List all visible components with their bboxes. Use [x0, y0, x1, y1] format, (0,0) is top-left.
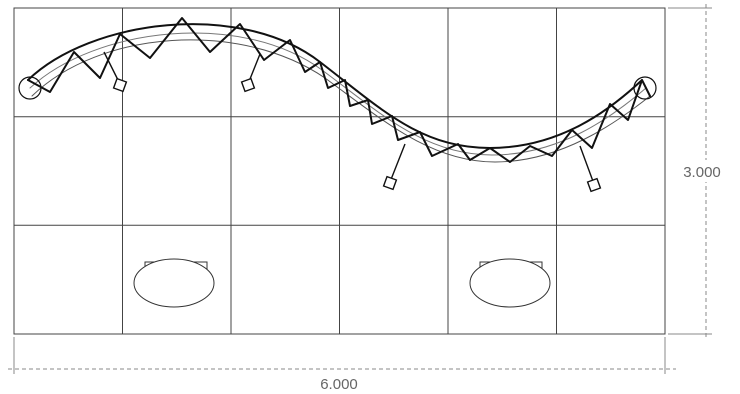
support-legs: [103, 51, 602, 193]
support-foot-2: [240, 77, 256, 93]
support-foot-4: [586, 177, 602, 193]
support-leg-3: [389, 143, 406, 183]
truss-rail-outer: [27, 23, 643, 149]
truss-structure: [18, 17, 657, 163]
truss-end-cap-right: [633, 76, 657, 100]
support-foot-1: [112, 77, 128, 93]
height-label-backdrop: [674, 160, 732, 182]
floor-grid: [13, 7, 666, 335]
truss-rail-mid: [29, 32, 647, 156]
table-right: [469, 258, 551, 308]
table-left-oval: [133, 258, 215, 308]
width-dimension-label: 6.000: [320, 376, 358, 393]
height-dimension-label: 3.000: [683, 164, 721, 181]
truss-lattice: [27, 17, 651, 163]
support-foot-3: [382, 175, 398, 191]
support-leg-4: [579, 145, 595, 185]
truss-rail-inner: [31, 39, 651, 163]
truss-end-cap-left: [18, 76, 42, 100]
table-left: [133, 258, 215, 308]
dimension-lines: [8, 4, 712, 374]
table-right-oval: [469, 258, 551, 308]
